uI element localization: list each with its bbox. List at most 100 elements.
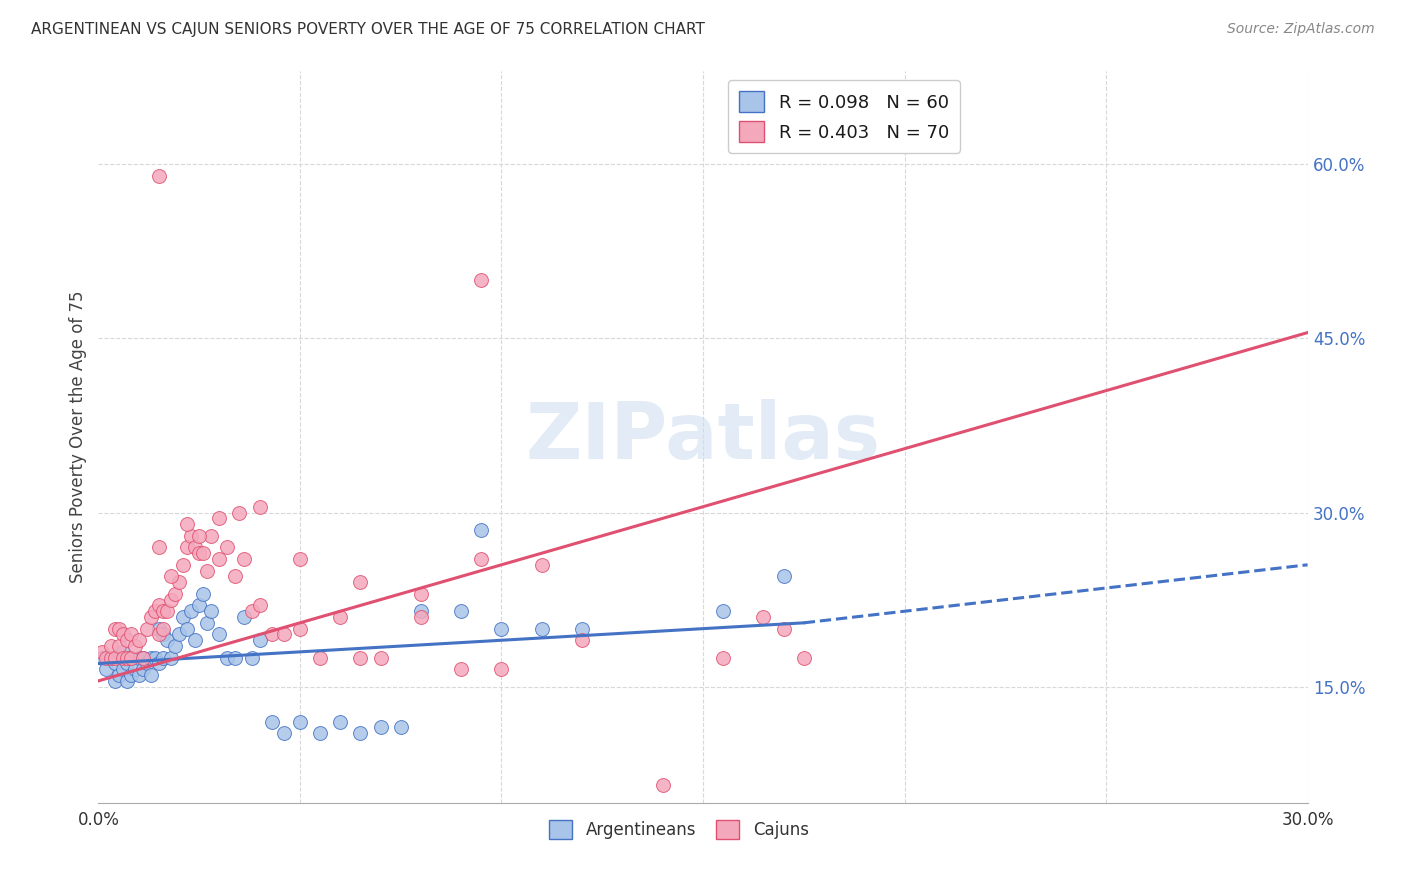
Point [288, 714, 311, 729]
Point [148, 541, 170, 555]
Point [752, 610, 775, 624]
Point [240, 604, 263, 618]
Text: ZIPatlas: ZIPatlas [526, 399, 880, 475]
Point [115, 650, 138, 665]
Point [571, 633, 593, 648]
Point [288, 552, 311, 566]
Point [132, 650, 155, 665]
Point [450, 662, 472, 676]
Point [172, 610, 194, 624]
Point [128, 633, 150, 648]
Point [409, 604, 432, 618]
Point [176, 517, 198, 532]
Point [107, 639, 129, 653]
Point [349, 575, 371, 590]
Point [273, 627, 295, 641]
Point [217, 541, 239, 555]
Point [120, 627, 142, 641]
Point [156, 633, 179, 648]
Point [100, 650, 122, 665]
Point [152, 627, 174, 641]
Legend: Argentineans, Cajuns: Argentineans, Cajuns [543, 814, 815, 846]
Point [188, 546, 211, 560]
Point [772, 622, 794, 636]
Point [217, 650, 239, 665]
Point [143, 604, 166, 618]
Point [152, 604, 174, 618]
Point [103, 657, 125, 671]
Point [711, 650, 734, 665]
Point [91, 650, 114, 665]
Point [135, 622, 157, 636]
Point [120, 650, 142, 665]
Point [148, 622, 170, 636]
Point [409, 610, 432, 624]
Point [100, 650, 122, 665]
Point [180, 604, 202, 618]
Point [163, 639, 186, 653]
Point [167, 627, 190, 641]
Point [260, 627, 283, 641]
Point [208, 511, 231, 525]
Point [111, 627, 134, 641]
Point [160, 569, 183, 583]
Point [148, 599, 170, 613]
Point [128, 650, 150, 665]
Point [148, 657, 170, 671]
Point [193, 546, 215, 560]
Point [188, 599, 211, 613]
Text: Source: ZipAtlas.com: Source: ZipAtlas.com [1227, 22, 1375, 37]
Point [193, 587, 215, 601]
Point [711, 604, 734, 618]
Point [450, 604, 472, 618]
Point [793, 650, 815, 665]
Point [249, 599, 271, 613]
Point [409, 587, 432, 601]
Point [115, 633, 138, 648]
Y-axis label: Seniors Poverty Over the Age of 75: Seniors Poverty Over the Age of 75 [69, 291, 87, 583]
Point [200, 529, 222, 543]
Point [176, 541, 198, 555]
Point [132, 662, 155, 676]
Point [772, 569, 794, 583]
Point [132, 650, 155, 665]
Point [195, 564, 218, 578]
Point [224, 569, 246, 583]
Point [128, 668, 150, 682]
Point [470, 273, 492, 287]
Point [232, 552, 254, 566]
Text: ARGENTINEAN VS CAJUN SENIORS POVERTY OVER THE AGE OF 75 CORRELATION CHART: ARGENTINEAN VS CAJUN SENIORS POVERTY OVE… [31, 22, 704, 37]
Point [163, 587, 186, 601]
Point [100, 639, 122, 653]
Point [349, 650, 371, 665]
Point [103, 622, 125, 636]
Point [349, 726, 371, 740]
Point [288, 622, 311, 636]
Point [370, 720, 392, 734]
Point [103, 673, 125, 688]
Point [148, 169, 170, 183]
Point [370, 650, 392, 665]
Point [139, 650, 162, 665]
Point [195, 615, 218, 630]
Point [160, 592, 183, 607]
Point [124, 639, 146, 653]
Point [188, 529, 211, 543]
Point [470, 552, 492, 566]
Point [152, 622, 174, 636]
Point [148, 627, 170, 641]
Point [530, 622, 553, 636]
Point [124, 662, 146, 676]
Point [111, 650, 134, 665]
Point [135, 657, 157, 671]
Point [139, 668, 162, 682]
Point [107, 650, 129, 665]
Point [470, 523, 492, 537]
Point [115, 657, 138, 671]
Point [184, 633, 207, 648]
Point [103, 650, 125, 665]
Point [208, 627, 231, 641]
Point [260, 714, 283, 729]
Point [139, 610, 162, 624]
Point [200, 604, 222, 618]
